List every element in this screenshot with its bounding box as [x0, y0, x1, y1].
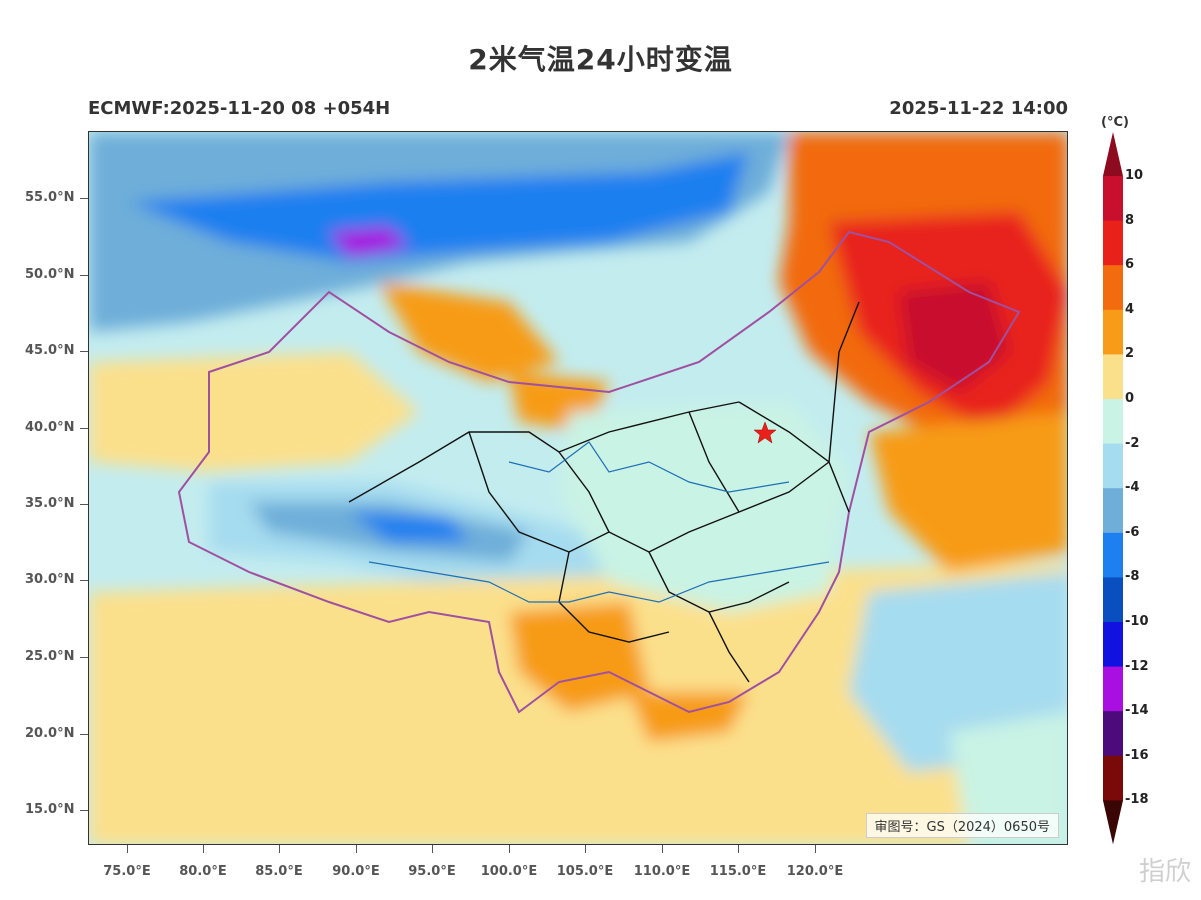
colorbar-segment [1103, 132, 1123, 176]
colorbar-segment [1103, 622, 1123, 668]
lon-tick [203, 845, 204, 853]
lat-label: 45.0°N [25, 343, 75, 358]
colorbar-label: -18 [1125, 792, 1149, 808]
lon-label: 120.0°E [786, 864, 844, 879]
lon-label: 105.0°E [556, 864, 614, 879]
colorbar-label: -2 [1125, 435, 1140, 451]
lon-label: 80.0°E [179, 864, 227, 879]
colorbar [1103, 132, 1123, 845]
map-panel: 审图号：GS（2024）0650号 [88, 131, 1068, 845]
lon-tick [662, 845, 663, 853]
lon-label: 75.0°E [103, 864, 151, 879]
map-title: 2米气温24小时变温 [468, 43, 733, 76]
lat-label: 15.0°N [25, 802, 75, 817]
model-run-label: ECMWF:2025-11-20 08 +054H [88, 98, 391, 119]
colorbar-label: -4 [1125, 480, 1140, 496]
colorbar-segment [1103, 176, 1123, 222]
lat-tick [80, 275, 88, 276]
national-border [177, 230, 1021, 714]
colorbar-segment [1103, 711, 1123, 757]
lat-label: 55.0°N [25, 190, 75, 205]
colorbar-label: -14 [1125, 703, 1149, 719]
colorbar-label: -8 [1125, 569, 1140, 585]
colorbar-segment [1103, 577, 1123, 623]
colorbar-segment [1103, 309, 1123, 355]
lon-label: 85.0°E [255, 864, 303, 879]
lon-label: 90.0°E [332, 864, 380, 879]
temperature-map [89, 132, 1067, 844]
lat-label: 20.0°N [25, 726, 75, 741]
lon-tick [279, 845, 280, 853]
lat-label: 30.0°N [25, 572, 75, 587]
colorbar-unit: (°C) [1101, 115, 1129, 130]
lon-tick [815, 845, 816, 853]
lat-label: 35.0°N [25, 496, 75, 511]
lat-label: 40.0°N [25, 420, 75, 435]
colorbar-segment [1103, 220, 1123, 266]
lon-tick [356, 845, 357, 853]
lon-label: 100.0°E [480, 864, 538, 879]
lon-label: 95.0°E [408, 864, 456, 879]
lat-tick [80, 198, 88, 199]
colorbar-segment [1103, 399, 1123, 445]
lat-tick [80, 351, 88, 352]
lat-tick [80, 504, 88, 505]
lat-tick [80, 734, 88, 735]
lat-tick [80, 810, 88, 811]
colorbar-label: -10 [1125, 614, 1149, 629]
lon-tick [585, 845, 586, 853]
lat-tick [80, 428, 88, 429]
colorbar-label: -16 [1125, 747, 1149, 763]
colorbar-label: 8 [1125, 212, 1135, 228]
colorbar-segment [1103, 800, 1123, 845]
colorbar-label: 2 [1125, 346, 1135, 362]
colorbar-label: -12 [1125, 658, 1149, 674]
colorbar-segment [1103, 354, 1123, 400]
lon-label: 110.0°E [633, 864, 691, 879]
lon-tick [738, 845, 739, 853]
colorbar-segment [1103, 443, 1123, 489]
valid-time-label: 2025-11-22 14:00 [889, 98, 1068, 119]
colorbar-label: 10 [1125, 168, 1144, 183]
colorbar-label: 6 [1125, 257, 1135, 273]
colorbar-segment [1103, 265, 1123, 311]
lon-tick [127, 845, 128, 853]
colorbar-label: -6 [1125, 524, 1140, 540]
colorbar-segment [1103, 488, 1123, 534]
map-approval-number: 审图号：GS（2024）0650号 [865, 813, 1059, 838]
lon-tick [432, 845, 433, 853]
colorbar-segment [1103, 666, 1123, 712]
colorbar-segment [1103, 532, 1123, 578]
lon-label: 115.0°E [709, 864, 767, 879]
province-borders [348, 301, 860, 683]
capital-star-icon [753, 421, 777, 444]
colorbar-label: 0 [1125, 391, 1135, 406]
lon-tick [509, 845, 510, 853]
watermark-text: 指欣 [1138, 857, 1191, 887]
lat-tick [80, 580, 88, 581]
colorbar-segment [1103, 755, 1123, 801]
lat-label: 50.0°N [25, 267, 75, 282]
lat-label: 25.0°N [25, 649, 75, 664]
lat-tick [80, 657, 88, 658]
colorbar-label: 4 [1125, 301, 1135, 317]
rivers [368, 441, 830, 603]
